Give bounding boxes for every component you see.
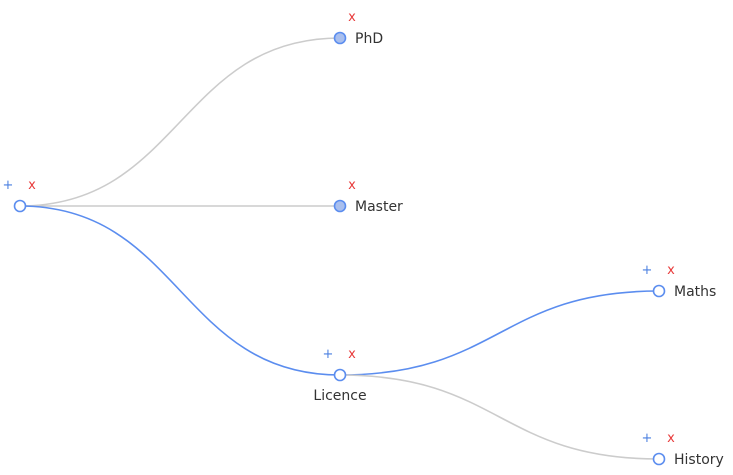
node-phd[interactable]: x PhD [333, 10, 384, 47]
add-child-button-licence[interactable]: + [323, 347, 334, 362]
delete-node-button-licence[interactable]: x [348, 347, 356, 362]
link-root-phd [19, 37, 341, 207]
node-label-licence: Licence [313, 388, 366, 404]
node-circle-root[interactable] [13, 199, 27, 213]
node-circle-licence[interactable] [333, 368, 347, 382]
delete-node-button-maths[interactable]: x [667, 263, 675, 278]
node-master[interactable]: x Master [333, 178, 404, 215]
node-label-master: Master [355, 199, 403, 215]
node-label-history: History [674, 452, 724, 468]
node-circle-maths[interactable] [652, 284, 666, 298]
link-root-licence [19, 205, 341, 376]
delete-node-button-master[interactable]: x [348, 178, 356, 193]
node-label-maths: Maths [674, 284, 716, 300]
add-child-button-history[interactable]: + [642, 431, 653, 446]
tree-links [19, 37, 660, 460]
node-label-phd: PhD [355, 31, 383, 47]
node-root[interactable]: + x [3, 178, 37, 213]
add-child-button-maths[interactable]: + [642, 263, 653, 278]
delete-node-button-root[interactable]: x [28, 178, 36, 193]
node-history[interactable]: + x History [642, 431, 724, 468]
node-circle-phd[interactable] [333, 31, 347, 45]
add-child-button-root[interactable]: + [3, 178, 14, 193]
node-licence[interactable]: + x Licence [313, 347, 366, 404]
link-licence-maths [339, 290, 660, 376]
node-maths[interactable]: + x Maths [642, 263, 717, 300]
node-circle-master[interactable] [333, 199, 347, 213]
link-licence-history [339, 374, 660, 460]
node-circle-history[interactable] [652, 452, 666, 466]
delete-node-button-phd[interactable]: x [348, 10, 356, 25]
delete-node-button-history[interactable]: x [667, 431, 675, 446]
